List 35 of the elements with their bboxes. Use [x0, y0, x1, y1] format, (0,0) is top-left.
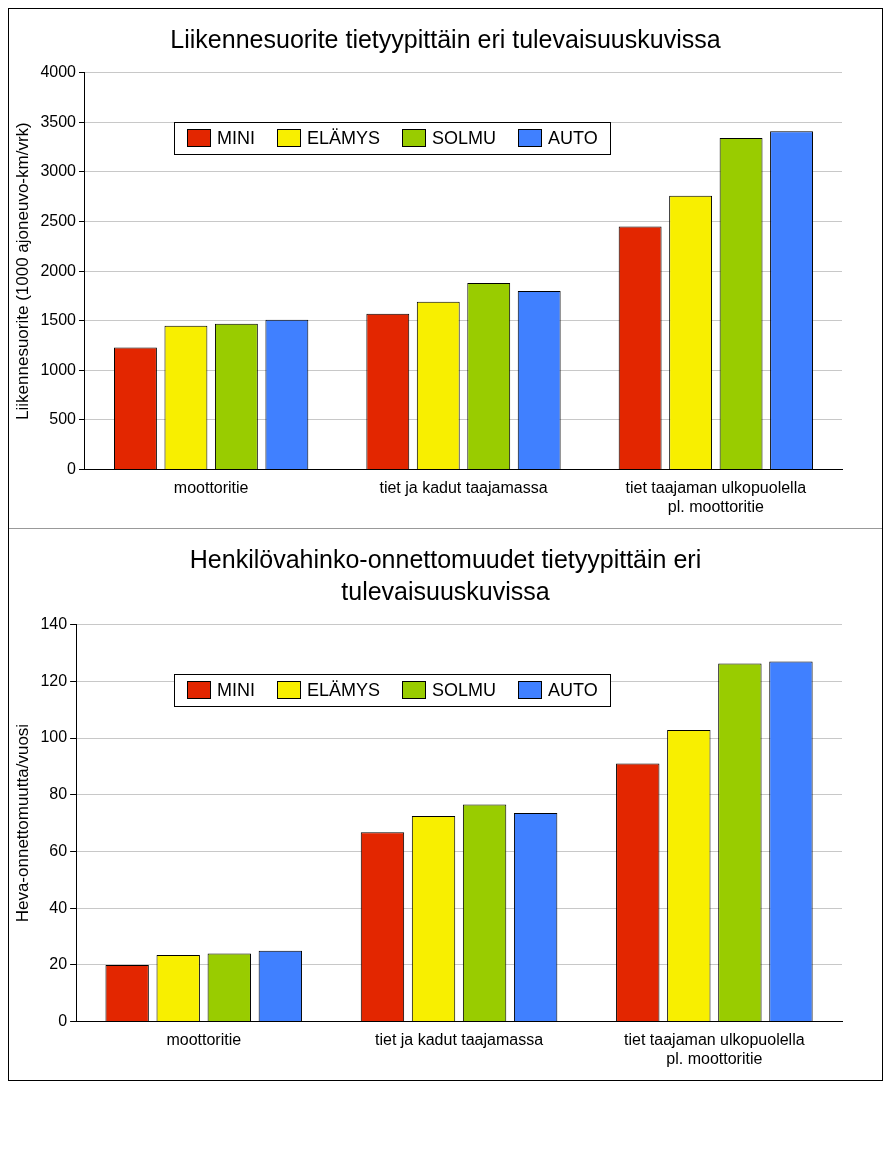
legend-label: ELÄMYS	[307, 679, 381, 701]
chart-title: Henkilövahinko-onnettomuudet tietyypittäin eri tulevaisuuskuvissa	[188, 543, 703, 607]
x-tick-label: tiet taajaman ulkopuolella pl. moottoritie	[625, 478, 807, 515]
x-tick-label: moottoritie	[173, 478, 249, 496]
legend-label: SOLMU	[432, 679, 497, 701]
legend-label: MINI	[217, 127, 255, 149]
y-tick-label: 120	[40, 671, 68, 689]
chart-title: Liikennesuorite tietyypittäin eri tulevaisuuskuvissa	[169, 24, 722, 55]
y-tick-label: 0	[67, 459, 77, 477]
legend-label: ELÄMYS	[307, 127, 381, 149]
x-tick-label: moottoritie	[166, 1030, 242, 1048]
legend-label: SOLMU	[432, 127, 497, 149]
y-tick-label: 100	[40, 727, 68, 745]
y-tick-label: 140	[40, 614, 68, 632]
y-tick-label: 40	[49, 898, 68, 916]
y-tick-label: 1500	[40, 310, 77, 328]
legend-label: AUTO	[548, 127, 598, 149]
y-axis-title: Heva-onnettomuutta/vuosi	[12, 723, 32, 922]
y-tick-label: 3000	[40, 161, 77, 179]
y-axis-title: Liikennesuorite (1000 ajoneuvo-km/vrk)	[12, 121, 32, 420]
legend-label: MINI	[217, 679, 255, 701]
y-tick-label: 4000	[40, 62, 77, 80]
y-tick-label: 60	[49, 841, 68, 859]
y-tick-label: 20	[49, 954, 68, 972]
y-tick-label: 0	[58, 1011, 68, 1029]
y-tick-label: 500	[49, 409, 77, 427]
y-tick-label: 2500	[40, 211, 77, 229]
y-tick-label: 2000	[40, 261, 77, 279]
y-tick-label: 80	[49, 784, 68, 802]
y-tick-label: 1000	[40, 360, 77, 378]
legend-label: AUTO	[548, 679, 598, 701]
x-tick-label: tiet ja kadut taajamassa	[379, 478, 548, 496]
x-tick-label: tiet taajaman ulkopuolella pl. moottoritie	[624, 1030, 805, 1067]
x-tick-label: tiet ja kadut taajamassa	[375, 1030, 544, 1048]
y-tick-label: 3500	[40, 112, 77, 130]
